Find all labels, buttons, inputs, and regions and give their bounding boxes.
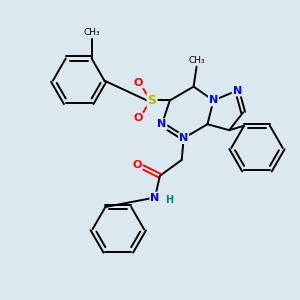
Text: CH₃: CH₃ bbox=[188, 56, 205, 65]
Text: N: N bbox=[150, 193, 160, 202]
Text: H: H bbox=[165, 194, 173, 205]
Text: O: O bbox=[134, 113, 143, 123]
Text: O: O bbox=[132, 160, 142, 170]
Text: N: N bbox=[232, 85, 242, 96]
Text: S: S bbox=[148, 94, 157, 107]
Text: CH₃: CH₃ bbox=[83, 28, 100, 37]
Text: N: N bbox=[179, 133, 188, 143]
Text: O: O bbox=[134, 78, 143, 88]
Text: N: N bbox=[157, 119, 167, 129]
Text: N: N bbox=[209, 95, 218, 106]
